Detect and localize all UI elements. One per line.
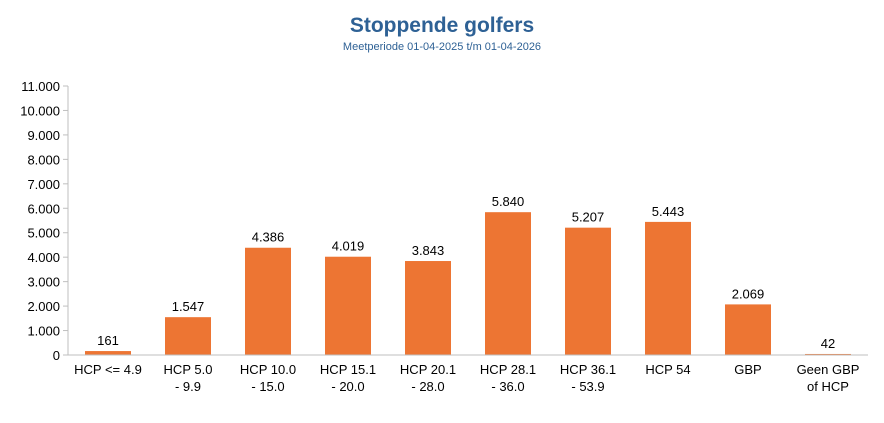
x-tick-label: - 28.0 [411,379,444,394]
bar [245,247,291,355]
data-label: 5.207 [572,210,605,225]
value-labels: 161 1.547 4.386 4.019 3.843 5.840 5.207 5.443 2.… [97,194,835,351]
data-label: 4.019 [332,239,365,254]
x-tick-label: of HCP [807,379,849,394]
y-tick-label: 11.000 [21,79,60,94]
y-tick-label: 3.000 [27,275,60,290]
bar [565,227,611,355]
y-tick-label: 6.000 [27,201,60,216]
y-tick-label: 9.000 [27,128,60,143]
y-tick-label: 10.000 [20,103,60,118]
x-tick-label: HCP 54 [645,362,690,377]
chart-title: Stoppende golfers [349,14,535,37]
x-tick-label: - 15.0 [251,379,284,394]
y-tick-label: 5.000 [27,226,60,241]
y-tick-label: 1.000 [27,324,60,339]
data-label: 161 [97,333,119,348]
x-tick-label: - 36.0 [491,379,524,394]
x-tick-label: HCP <= 4.9 [74,362,142,377]
y-tick-label: 4.000 [27,250,60,265]
y-axis: 0 1.000 2.000 3.000 4.000 5.000 6.000 7.000 8.00… [20,79,69,363]
x-tick-label: Geen GBP [797,362,860,377]
x-tick-label: HCP 15.1 [320,362,376,377]
x-tick-label: HCP 20.1 [400,362,456,377]
bar [725,304,771,355]
bar [645,221,691,355]
data-label: 2.069 [732,286,765,301]
bar [165,317,211,355]
bar [85,351,131,355]
x-tick-label: HCP 10.0 [240,362,296,377]
x-tick-label: - 20.0 [331,379,364,394]
bar [805,353,851,355]
bar [405,261,451,355]
x-tick-label: HCP 28.1 [480,362,536,377]
x-tick-label: HCP 36.1 [560,362,616,377]
x-tick-label: - 9.9 [175,379,201,394]
bar [325,256,371,355]
data-label: 4.386 [252,230,285,245]
y-tick-label: 0 [53,348,60,363]
x-tick-label: - 53.9 [571,379,604,394]
data-label: 42 [821,336,835,351]
x-axis: HCP <= 4.9 HCP 5.0 - 9.9 HCP 10.0 - 15.0 HCP … [68,354,868,394]
data-label: 3.843 [412,243,445,258]
data-label: 5.443 [652,204,685,219]
data-label: 1.547 [172,299,205,314]
chart-subtitle: Meetperiode 01-04-2025 t/m 01-04-2026 [342,41,542,53]
y-tick-label: 7.000 [27,177,60,192]
x-tick-label: HCP 5.0 [164,362,213,377]
bars [85,212,851,355]
bar [485,212,531,355]
y-tick-label: 8.000 [27,152,60,167]
y-tick-label: 2.000 [27,299,60,314]
data-label: 5.840 [492,194,525,209]
x-tick-label: GBP [734,362,761,377]
